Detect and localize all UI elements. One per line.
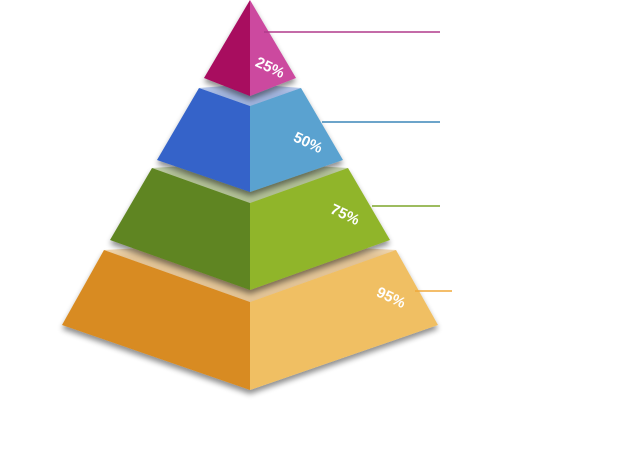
tier-1-left-face bbox=[204, 0, 250, 96]
tier-4-left-face bbox=[62, 250, 250, 390]
tier-3-left-face bbox=[110, 168, 250, 290]
pyramid-tier-1 bbox=[204, 0, 296, 96]
tier-1-right-face bbox=[250, 0, 296, 96]
tier-2-left-face bbox=[157, 88, 250, 192]
tier-2-right-face bbox=[250, 88, 343, 192]
tier-3-right-face bbox=[250, 168, 390, 290]
tier-4-right-face bbox=[250, 250, 438, 390]
